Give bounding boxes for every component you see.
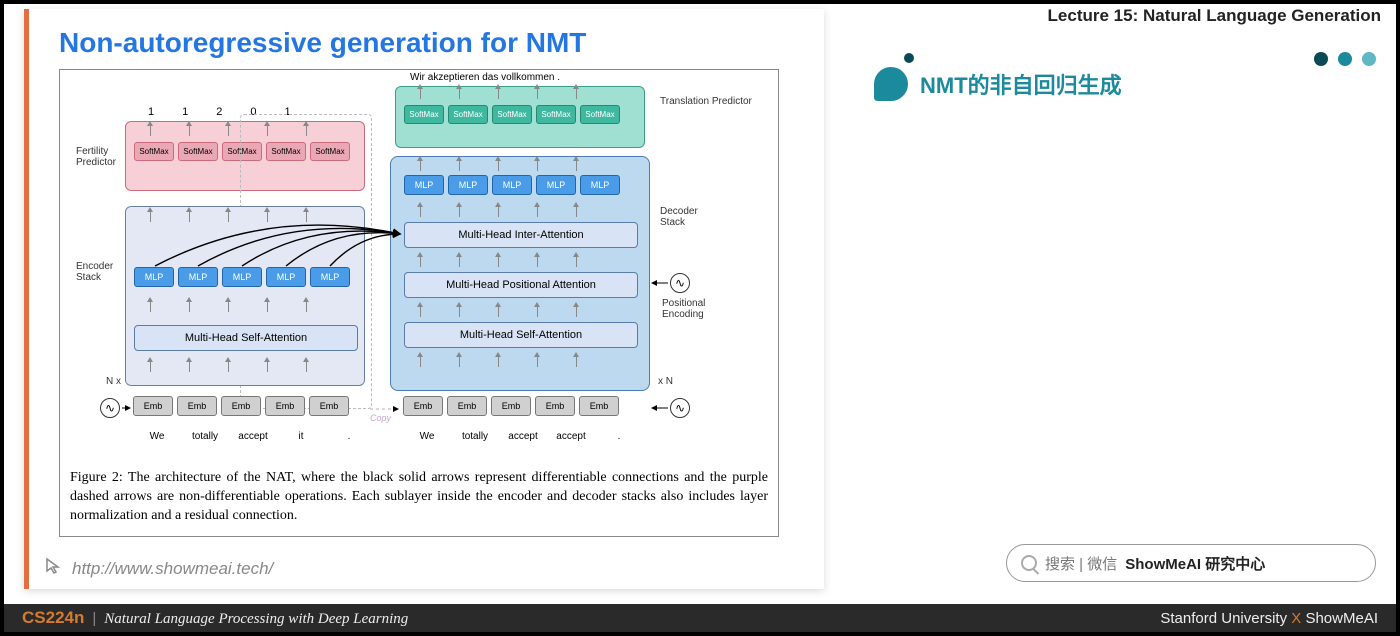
token-word: accept xyxy=(504,431,542,442)
right-title: NMT的非自回归生成 xyxy=(920,68,1122,100)
sinusoid-icon-left: ∿ xyxy=(100,398,120,418)
decoder-positional-attention: Multi-Head Positional Attention xyxy=(404,272,638,298)
mlp-box: MLP xyxy=(580,175,620,195)
softmax-teal-box: SoftMax xyxy=(536,105,576,124)
decoder-inter-attention: Multi-Head Inter-Attention xyxy=(404,222,638,248)
softmax-teal-row: SoftMaxSoftMaxSoftMaxSoftMaxSoftMax xyxy=(404,105,620,124)
softmax-pink-box: SoftMax xyxy=(134,142,174,161)
url-row: http://www.showmeai.tech/ xyxy=(44,556,273,581)
mlp-box: MLP xyxy=(536,175,576,195)
translation-predictor-stack: SoftMaxSoftMaxSoftMaxSoftMaxSoftMax xyxy=(395,86,645,148)
emb-box: Emb xyxy=(579,396,619,416)
slide-title: Non-autoregressive generation for NMT xyxy=(59,27,794,59)
nx-left-label: N x xyxy=(106,376,121,387)
course-subtitle: Natural Language Processing with Deep Le… xyxy=(104,611,408,628)
token-word: We xyxy=(408,431,446,442)
positional-encoding-label: Positional Encoding xyxy=(662,298,717,320)
softmax-teal-box: SoftMax xyxy=(580,105,620,124)
token-word: accept xyxy=(234,431,272,442)
softmax-pink-box: SoftMax xyxy=(178,142,218,161)
search-prefix: 搜索 | 微信 xyxy=(1045,553,1117,574)
decoder-mlp-row: MLPMLPMLPMLPMLP xyxy=(404,175,620,195)
mlp-box: MLP xyxy=(222,267,262,287)
fertility-num: 1 xyxy=(148,106,154,118)
encoder-mlp-row: MLPMLPMLPMLPMLP xyxy=(134,267,350,287)
footer: CS224n | Natural Language Processing wit… xyxy=(4,604,1396,632)
search-strong: ShowMeAI 研究中心 xyxy=(1125,553,1265,574)
token-word: accept xyxy=(552,431,590,442)
decoder-input-words: We totally accept accept. xyxy=(408,431,638,442)
encoder-self-attention: Multi-Head Self-Attention xyxy=(134,325,358,351)
token-word: We xyxy=(138,431,176,442)
mlp-box: MLP xyxy=(178,267,218,287)
nx-right-label: x N xyxy=(658,376,673,387)
emb-box: Emb xyxy=(221,396,261,416)
emb-box: Emb xyxy=(177,396,217,416)
emb-box: Emb xyxy=(265,396,305,416)
emb-box: Emb xyxy=(535,396,575,416)
fertility-num: 1 xyxy=(182,106,188,118)
cursor-icon xyxy=(44,556,64,581)
sinusoid-icon-right: ∿ xyxy=(670,398,690,418)
right-title-area: NMT的非自回归生成 xyxy=(874,59,1384,109)
encoder-input-words: We totally accept it. xyxy=(138,431,368,442)
footer-showmeai: ShowMeAI xyxy=(1305,610,1378,627)
token-word: totally xyxy=(186,431,224,442)
decoder-stack-label: Decoder Stack xyxy=(660,206,710,228)
decoder-emb-row: EmbEmbEmbEmbEmb xyxy=(403,396,619,416)
slide: Non-autoregressive generation for NMT Wi… xyxy=(24,9,824,589)
mlp-box: MLP xyxy=(492,175,532,195)
search-pill[interactable]: 搜索 | 微信 ShowMeAI 研究中心 xyxy=(1006,544,1376,582)
mlp-box: MLP xyxy=(266,267,306,287)
decoder-stack: MLPMLPMLPMLPMLP Multi-Head Inter-Attenti… xyxy=(390,156,650,391)
blob-icon xyxy=(874,67,908,101)
positional-encoding-icon: ∿ xyxy=(670,273,690,293)
translation-predictor-label: Translation Predictor xyxy=(660,96,752,107)
nat-diagram: Wir akzeptieren das vollkommen . SoftMax… xyxy=(70,76,770,461)
dot-icon xyxy=(1362,52,1376,66)
encoder-stack-label: Encoder Stack xyxy=(76,261,124,283)
mlp-box: MLP xyxy=(310,267,350,287)
mlp-box: MLP xyxy=(448,175,488,195)
fertility-predictor-label: Fertility Predictor xyxy=(76,146,124,168)
emb-box: Emb xyxy=(403,396,443,416)
lecture-header: Lecture 15: Natural Language Generation xyxy=(1048,6,1381,26)
emb-box: Emb xyxy=(491,396,531,416)
token-word: . xyxy=(330,431,368,442)
emb-box: Emb xyxy=(447,396,487,416)
token-word: . xyxy=(600,431,638,442)
encoder-emb-row: EmbEmbEmbEmbEmb xyxy=(133,396,349,416)
emb-box: Emb xyxy=(133,396,173,416)
course-code: CS224n xyxy=(22,608,84,628)
search-icon xyxy=(1021,555,1037,571)
mlp-box: MLP xyxy=(404,175,444,195)
dot-icon xyxy=(1338,52,1352,66)
footer-right: Stanford University X ShowMeAI xyxy=(1160,610,1378,627)
figure-caption: Figure 2: The architecture of the NAT, w… xyxy=(70,469,768,526)
frame: Lecture 15: Natural Language Generation … xyxy=(0,0,1400,636)
token-word: it xyxy=(282,431,320,442)
encoder-stack: MLPMLPMLPMLPMLP Multi-Head Self-Attentio… xyxy=(125,206,365,386)
decorative-dots xyxy=(1314,52,1376,66)
token-word: totally xyxy=(456,431,494,442)
fertility-num: 2 xyxy=(216,106,222,118)
softmax-teal-box: SoftMax xyxy=(404,105,444,124)
softmax-teal-box: SoftMax xyxy=(492,105,532,124)
decoder-self-attention: Multi-Head Self-Attention xyxy=(404,322,638,348)
copy-label: Copy xyxy=(370,413,391,423)
dot-icon xyxy=(1314,52,1328,66)
output-tokens: Wir akzeptieren das vollkommen . xyxy=(410,72,560,83)
emb-box: Emb xyxy=(309,396,349,416)
footer-stanford: Stanford University xyxy=(1160,610,1287,627)
slide-url: http://www.showmeai.tech/ xyxy=(72,559,273,579)
footer-x: X xyxy=(1291,610,1301,627)
figure-box: Wir akzeptieren das vollkommen . SoftMax… xyxy=(59,69,779,537)
mlp-box: MLP xyxy=(134,267,174,287)
footer-separator: | xyxy=(92,610,96,627)
softmax-teal-box: SoftMax xyxy=(448,105,488,124)
